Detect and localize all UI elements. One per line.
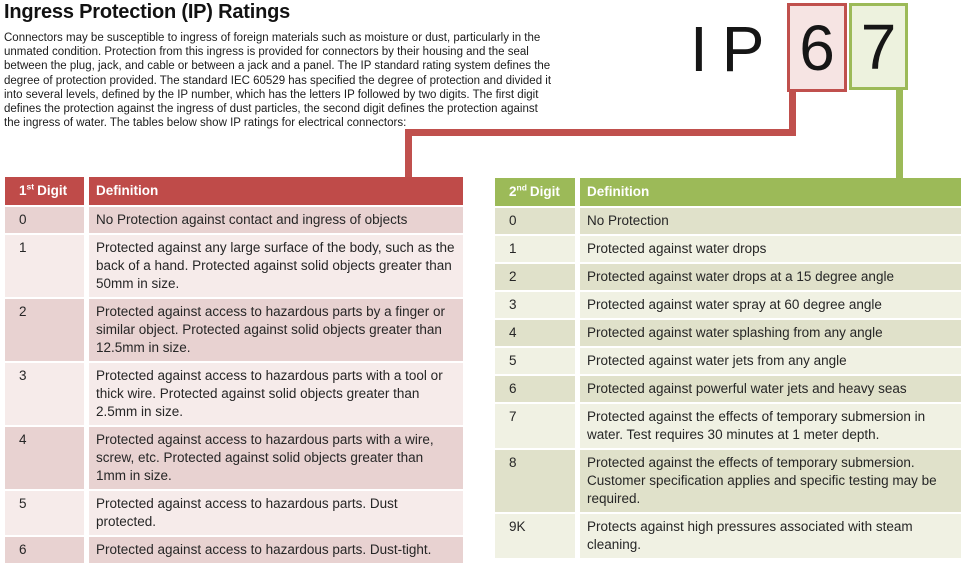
table-row: 2 Protected against access to hazardous … <box>5 299 463 361</box>
digit-cell: 0 <box>5 207 84 233</box>
digit-cell: 2 <box>495 264 575 290</box>
definition-cell: Protected against access to hazardous pa… <box>89 537 463 563</box>
definition-cell: Protected against water drops <box>580 236 961 262</box>
digit-cell: 6 <box>5 537 84 563</box>
first-digit-table-header-digit: 1st Digit <box>5 177 84 205</box>
definition-cell: Protected against water spray at 60 degr… <box>580 292 961 318</box>
second-digit-table-header-definition: Definition <box>580 178 961 206</box>
header-digit-ordinal: nd <box>516 182 527 193</box>
table-row: 1 Protected against any large surface of… <box>5 235 463 297</box>
ip-prefix-text: IP <box>690 13 779 85</box>
first-digit-value: 6 <box>799 11 835 84</box>
definition-cell: Protected against water jets from any an… <box>580 348 961 374</box>
table-row: 9K Protects against high pressures assoc… <box>495 514 961 558</box>
digit-cell: 4 <box>5 427 84 489</box>
digit-cell: 3 <box>495 292 575 318</box>
definition-cell: Protected against the effects of tempora… <box>580 404 961 448</box>
definition-cell: Protected against any large surface of t… <box>89 235 463 297</box>
second-digit-table-header-row: 2nd Digit Definition <box>495 178 961 206</box>
first-digit-table-header-row: 1st Digit Definition <box>5 177 463 205</box>
table-row: 4 Protected against access to hazardous … <box>5 427 463 489</box>
header-digit-number: 1 <box>19 183 27 198</box>
digit-cell: 5 <box>495 348 575 374</box>
first-digit-box: 6 <box>787 3 847 92</box>
digit-cell: 0 <box>495 208 575 234</box>
table-row: 3 Protected against access to hazardous … <box>5 363 463 425</box>
definition-cell: No Protection against contact and ingres… <box>89 207 463 233</box>
first-digit-table-header-definition: Definition <box>89 177 463 205</box>
table-row: 1 Protected against water drops <box>495 236 961 262</box>
table-row: 5 Protected against water jets from any … <box>495 348 961 374</box>
header-digit-word: Digit <box>529 184 560 199</box>
first-digit-connector-vertical-bottom <box>405 134 412 177</box>
definition-cell: Protected against water drops at a 15 de… <box>580 264 961 290</box>
table-row: 0 No Protection <box>495 208 961 234</box>
second-digit-table: 2nd Digit Definition 0 No Protection 1 Pr… <box>495 178 961 558</box>
first-digit-connector-vertical-top <box>789 92 796 136</box>
definition-cell: Protected against the effects of tempora… <box>580 450 961 512</box>
table-row: 8 Protected against the effects of tempo… <box>495 450 961 512</box>
first-digit-connector-horizontal <box>405 129 796 136</box>
definition-cell: Protected against powerful water jets an… <box>580 376 961 402</box>
definition-cell: No Protection <box>580 208 961 234</box>
digit-cell: 1 <box>495 236 575 262</box>
digit-cell: 7 <box>495 404 575 448</box>
table-row: 0 No Protection against contact and ingr… <box>5 207 463 233</box>
digit-cell: 9K <box>495 514 575 558</box>
table-row: 4 Protected against water splashing from… <box>495 320 961 346</box>
definition-cell: Protected against access to hazardous pa… <box>89 491 463 535</box>
second-digit-value: 7 <box>860 10 897 83</box>
table-row: 3 Protected against water spray at 60 de… <box>495 292 961 318</box>
digit-cell: 1 <box>5 235 84 297</box>
digit-cell: 4 <box>495 320 575 346</box>
table-row: 2 Protected against water drops at a 15 … <box>495 264 961 290</box>
definition-cell: Protected against access to hazardous pa… <box>89 427 463 489</box>
intro-paragraph: Connectors may be susceptible to ingress… <box>4 32 552 130</box>
header-digit-word: Digit <box>37 183 68 198</box>
digit-cell: 8 <box>495 450 575 512</box>
digit-cell: 5 <box>5 491 84 535</box>
table-row: 6 Protected against access to hazardous … <box>5 537 463 563</box>
second-digit-box: 7 <box>849 3 908 90</box>
definition-cell: Protects against high pressures associat… <box>580 514 961 558</box>
header-digit-number: 2 <box>509 184 517 199</box>
definition-cell: Protected against access to hazardous pa… <box>89 363 463 425</box>
digit-cell: 2 <box>5 299 84 361</box>
first-digit-table: 1st Digit Definition 0 No Protection agai… <box>5 177 463 563</box>
definition-cell: Protected against water splashing from a… <box>580 320 961 346</box>
table-row: 5 Protected against access to hazardous … <box>5 491 463 535</box>
definition-cell: Protected against access to hazardous pa… <box>89 299 463 361</box>
table-row: 6 Protected against powerful water jets … <box>495 376 961 402</box>
second-digit-connector-vertical <box>896 87 903 178</box>
header-digit-ordinal: st <box>26 181 35 192</box>
second-digit-table-header-digit: 2nd Digit <box>495 178 575 206</box>
table-row: 7 Protected against the effects of tempo… <box>495 404 961 448</box>
digit-cell: 6 <box>495 376 575 402</box>
page-title: Ingress Protection (IP) Ratings <box>4 1 291 23</box>
digit-cell: 3 <box>5 363 84 425</box>
